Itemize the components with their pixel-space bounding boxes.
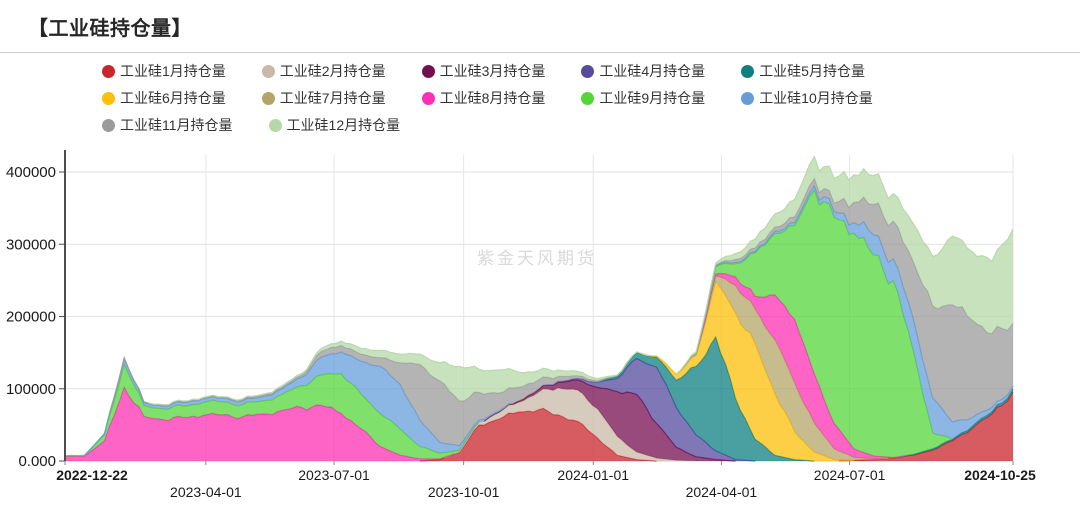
series-area-month-9 (65, 190, 1013, 459)
legend-row-2: 工业硅6月持仓量 工业硅7月持仓量 工业硅8月持仓量 工业硅9月持仓量 工业硅10月持仓… (102, 88, 1042, 108)
legend-item-month-3[interactable]: 工业硅3月持仓量 (421, 61, 546, 81)
legend-swatch-icon (741, 64, 755, 78)
y-axis-tick-label: 200000 (6, 309, 56, 326)
x-axis-tick-label: 2024-04-01 (686, 484, 758, 500)
legend-item-month-10[interactable]: 工业硅10月持仓量 (741, 88, 873, 108)
legend-item-month-1[interactable]: 工业硅1月持仓量 (102, 61, 226, 81)
series-edge-month-12 (675, 155, 1014, 375)
legend-item-label: 工业硅1月持仓量 (120, 63, 226, 79)
legend-item-label: 工业硅10月持仓量 (759, 90, 873, 106)
legend-item-month-4[interactable]: 工业硅4月持仓量 (581, 61, 705, 81)
legend-item-month-5[interactable]: 工业硅5月持仓量 (741, 61, 865, 81)
legend-item-label: 工业硅5月持仓量 (759, 63, 865, 79)
legend-swatch-icon (102, 118, 115, 132)
legend-swatch-icon (261, 64, 275, 78)
legend-item-month-7[interactable]: 工业硅7月持仓量 (261, 88, 386, 108)
series-areas (64, 155, 1014, 462)
legend-swatch-icon (581, 64, 595, 78)
legend-swatch-icon (102, 64, 115, 78)
legend-item-label: 工业硅2月持仓量 (279, 63, 386, 79)
legend-swatch-icon (102, 91, 115, 105)
y-axis-tick-label: 300000 (6, 236, 56, 253)
legend-swatch-icon (421, 64, 435, 78)
legend-swatch-icon (421, 91, 435, 105)
x-axis-tick-label: 2024-07-01 (814, 467, 886, 483)
y-axis-tick-label: 400000 (6, 164, 56, 181)
x-axis-tick-label: 2022-12-22 (56, 467, 128, 483)
legend-row-3: 工业硅11月持仓量 工业硅12月持仓量 (102, 115, 1042, 135)
legend-swatch-icon (261, 91, 275, 105)
legend-item-label: 工业硅7月持仓量 (279, 90, 386, 106)
legend-item-label: 工业硅8月持仓量 (439, 90, 546, 106)
series-edge-month-12 (148, 340, 652, 406)
legend-item-month-2[interactable]: 工业硅2月持仓量 (261, 61, 386, 81)
legend-item-label: 工业硅3月持仓量 (439, 63, 546, 79)
x-axis-tick-label: 2024-10-25 (964, 467, 1036, 483)
legend-swatch-icon (741, 91, 755, 105)
page-title: 【工业硅持仓量】 (28, 18, 192, 40)
series-area-month-8 (65, 273, 1013, 461)
legend-swatch-icon (268, 118, 282, 132)
title-divider (0, 52, 1080, 53)
chart-legend: 工业硅1月持仓量 工业硅2月持仓量 工业硅3月持仓量 工业硅4月持仓量 工业硅5月持仓量… (102, 61, 1042, 142)
legend-item-label: 工业硅11月持仓量 (120, 117, 233, 133)
legend-item-month-11[interactable]: 工业硅11月持仓量 (102, 115, 233, 135)
legend-row-1: 工业硅1月持仓量 工业硅2月持仓量 工业硅3月持仓量 工业硅4月持仓量 工业硅5月持仓量 (102, 61, 1042, 81)
series-area-month-2 (65, 388, 1013, 461)
x-axis-tick-label: 2023-07-01 (298, 467, 370, 483)
legend-item-month-9[interactable]: 工业硅9月持仓量 (581, 88, 705, 108)
series-edge-month-3 (483, 379, 736, 462)
legend-item-label: 工业硅4月持仓量 (599, 63, 706, 79)
legend-swatch-icon (581, 91, 595, 105)
y-axis-tick-label: 100000 (6, 381, 56, 398)
x-axis-tick-label: 2023-10-01 (428, 484, 500, 500)
legend-item-label: 工业硅9月持仓量 (599, 90, 706, 106)
y-axis-tick-label: 0.000 (18, 453, 56, 470)
x-axis-tick-label: 2023-04-01 (170, 484, 242, 500)
series-area-month-1 (65, 391, 1013, 461)
legend-item-month-6[interactable]: 工业硅6月持仓量 (102, 88, 226, 108)
legend-item-month-12[interactable]: 工业硅12月持仓量 (268, 115, 401, 135)
series-area-month-6 (65, 281, 1013, 461)
x-axis-tick-label: 2024-01-01 (557, 467, 629, 483)
watermark: 紫金天风期货 (477, 249, 597, 268)
legend-item-month-8[interactable]: 工业硅8月持仓量 (421, 88, 546, 108)
legend-item-label: 工业硅6月持仓量 (120, 90, 226, 106)
legend-item-label: 工业硅12月持仓量 (286, 117, 401, 133)
